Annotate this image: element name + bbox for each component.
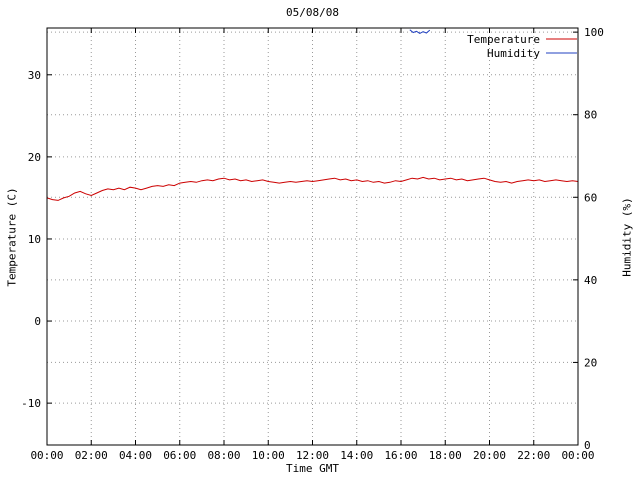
- y-right-tick-label: 40: [584, 274, 597, 287]
- x-tick-label: 20:00: [473, 449, 506, 462]
- x-tick-label: 12:00: [296, 449, 329, 462]
- x-tick-label: 10:00: [252, 449, 285, 462]
- x-tick-label: 00:00: [30, 449, 63, 462]
- x-tick-label: 16:00: [384, 449, 417, 462]
- x-tick-label: 00:00: [561, 449, 594, 462]
- y-left-tick-label: 10: [28, 233, 41, 246]
- humidity-line: [409, 29, 431, 34]
- y-left-tick-label: 30: [28, 69, 41, 82]
- legend-label: Humidity: [487, 47, 540, 60]
- y-right-tick-label: 0: [584, 439, 591, 452]
- legend-label: Temperature: [467, 33, 540, 46]
- chart-title: 05/08/08: [286, 6, 339, 19]
- x-tick-label: 06:00: [163, 449, 196, 462]
- x-tick-label: 22:00: [517, 449, 550, 462]
- y-right-tick-label: 20: [584, 356, 597, 369]
- x-axis-label: Time GMT: [286, 462, 339, 475]
- y-right-tick-label: 60: [584, 191, 597, 204]
- temperature-line: [46, 176, 579, 201]
- x-tick-label: 14:00: [340, 449, 373, 462]
- x-tick-label: 18:00: [429, 449, 462, 462]
- x-tick-label: 02:00: [75, 449, 108, 462]
- y-left-tick-label: -10: [21, 397, 41, 410]
- x-tick-label: 08:00: [207, 449, 240, 462]
- y-right-tick-label: 80: [584, 109, 597, 122]
- y-left-tick-label: 20: [28, 151, 41, 164]
- y-right-tick-label: 100: [584, 26, 604, 39]
- x-tick-label: 04:00: [119, 449, 152, 462]
- y-left-tick-label: 0: [34, 315, 41, 328]
